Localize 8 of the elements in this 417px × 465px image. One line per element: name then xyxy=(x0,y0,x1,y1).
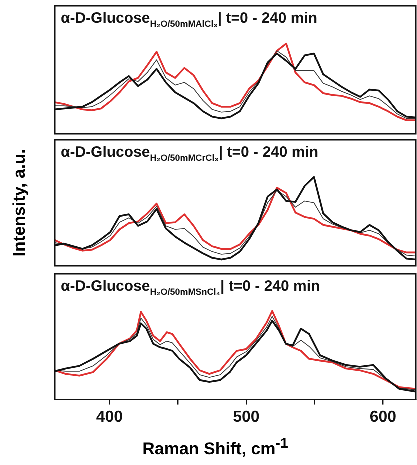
x-tick-label: 600 xyxy=(370,408,397,426)
x-tick-label: 500 xyxy=(233,408,260,426)
x-tick-label: 400 xyxy=(96,408,124,426)
chart-title: α-D-Glucose$_{H₂O/50mMCrCl₃}$| t=0 - 240 min xyxy=(61,144,319,163)
chart-title: α-D-Glucose$_{H₂O/50mMSnCl₄}$| t=0 - 240 min xyxy=(61,278,320,297)
chart-title: α-D-Glucose$_{H₂O/50mMAlCl₃}$| t=0 - 240 min xyxy=(61,10,318,29)
x-axis-title: Raman Shift, cm$^{-1}$ xyxy=(142,436,288,460)
y-axis-title: Intensity, a.u. xyxy=(10,149,30,257)
